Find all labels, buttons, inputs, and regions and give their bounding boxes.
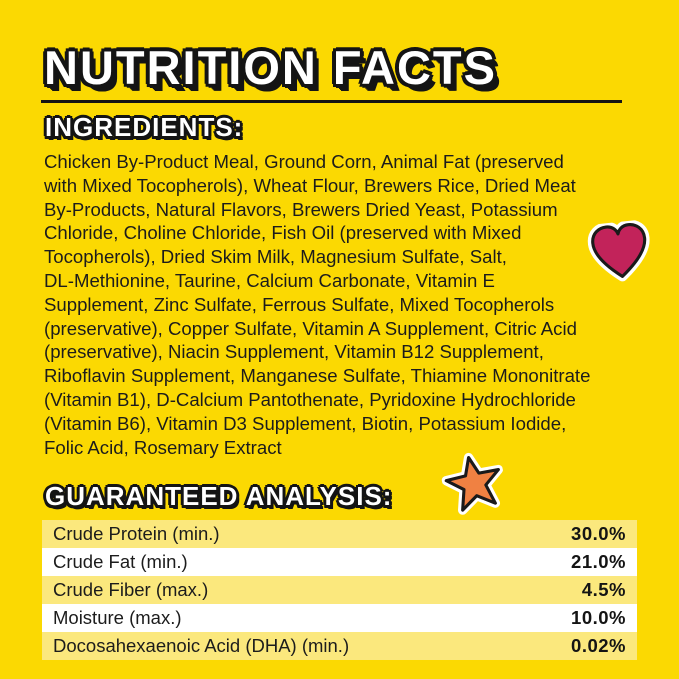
row-label: Moisture (max.) bbox=[53, 607, 182, 628]
row-value: 0.02% bbox=[571, 635, 626, 656]
table-row: Crude Protein (min.) 30.0% bbox=[42, 520, 637, 548]
star-icon bbox=[437, 446, 511, 520]
guaranteed-analysis-heading: GUARANTEED ANALYSIS: bbox=[45, 481, 393, 511]
table-row: Crude Fat (min.) 21.0% bbox=[42, 548, 637, 576]
ingredients-text: Chicken By-Product Meal, Ground Corn, An… bbox=[44, 151, 591, 458]
row-value: 30.0% bbox=[571, 523, 626, 544]
table-row: Crude Fiber (max.) 4.5% bbox=[42, 576, 637, 604]
row-label: Docosahexaenoic Acid (DHA) (min.) bbox=[53, 635, 350, 656]
row-label: Crude Protein (min.) bbox=[53, 523, 220, 544]
table-row: Moisture (max.) 10.0% bbox=[42, 604, 637, 632]
ingredients-heading: INGREDIENTS: bbox=[45, 112, 244, 142]
row-label: Crude Fiber (max.) bbox=[53, 579, 209, 600]
row-value: 4.5% bbox=[581, 579, 626, 600]
row-label: Crude Fat (min.) bbox=[53, 551, 188, 572]
page-title: NUTRITION FACTS bbox=[44, 41, 497, 94]
table-row: Docosahexaenoic Acid (DHA) (min.) 0.02% bbox=[42, 632, 637, 660]
heart-icon bbox=[586, 219, 654, 287]
guaranteed-analysis-table: Crude Protein (min.) 30.0% Crude Fat (mi… bbox=[42, 520, 637, 660]
row-value: 21.0% bbox=[571, 551, 626, 572]
title-divider bbox=[41, 100, 622, 103]
row-value: 10.0% bbox=[571, 607, 626, 628]
